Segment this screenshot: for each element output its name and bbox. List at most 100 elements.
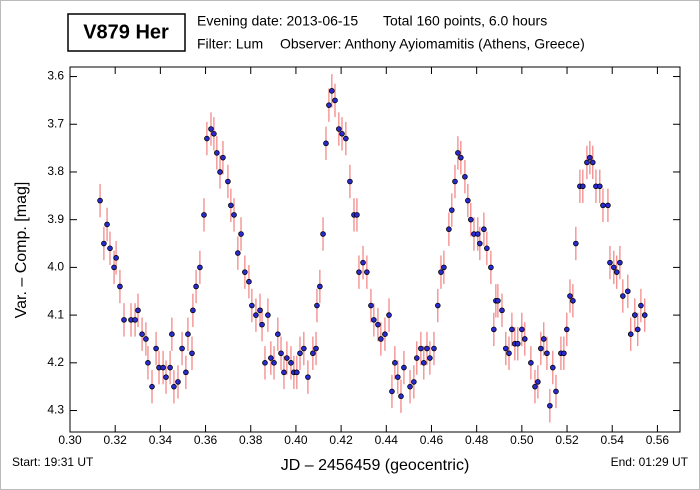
data-point — [301, 345, 307, 352]
data-point — [499, 307, 505, 314]
data-point — [420, 360, 427, 366]
data-point — [268, 355, 274, 361]
x-tick-label: 0.34 — [149, 433, 173, 447]
data-point — [364, 269, 370, 275]
data-point — [284, 355, 290, 361]
x-tick-label: 0.48 — [465, 433, 489, 447]
data-point — [627, 331, 634, 337]
data-point — [343, 135, 349, 142]
x-tick-label: 0.32 — [104, 433, 128, 447]
data-point — [317, 283, 323, 290]
data-point — [446, 226, 452, 233]
data-point — [570, 297, 576, 304]
y-tick-label: 3.8 — [47, 164, 64, 178]
data-point — [519, 326, 525, 333]
data-point — [503, 345, 509, 352]
data-point — [336, 126, 342, 132]
data-point — [275, 331, 281, 337]
data-point — [190, 307, 196, 314]
data-point — [314, 302, 320, 309]
data-point — [171, 383, 177, 390]
data-point — [386, 312, 392, 318]
data-point — [550, 364, 556, 371]
data-point — [382, 331, 388, 337]
data-point — [474, 231, 481, 237]
data-point — [547, 402, 553, 409]
data-point — [431, 345, 437, 352]
y-tick-label: 4.1 — [47, 307, 64, 321]
data-point — [371, 317, 377, 323]
data-point — [139, 331, 145, 337]
data-point — [611, 264, 617, 271]
data-point — [249, 302, 255, 309]
data-point — [257, 307, 263, 314]
data-point — [553, 388, 559, 395]
data-point — [278, 350, 284, 357]
data-point — [204, 135, 210, 142]
data-point — [564, 326, 570, 333]
data-point — [484, 245, 490, 252]
data-point — [375, 321, 381, 328]
data-point — [538, 345, 544, 352]
date: Evening date: 2013-06-15 — [197, 13, 358, 29]
data-point — [467, 216, 474, 223]
observer: Observer: Anthony Ayiomamitis (Athens, G… — [280, 36, 585, 52]
x-axis-label: JD – 2456459 (geocentric) — [281, 457, 470, 474]
data-point — [411, 379, 417, 385]
data-point — [214, 150, 220, 156]
x-tick-label: 0.40 — [284, 433, 308, 447]
data-point — [540, 336, 547, 342]
data-point — [413, 355, 420, 361]
x-tick-label: 0.56 — [646, 433, 670, 447]
data-point — [532, 383, 538, 390]
y-tick-label: 3.6 — [47, 69, 64, 83]
data-point — [395, 374, 401, 380]
data-point — [111, 264, 117, 271]
data-point — [326, 102, 332, 108]
data-point — [613, 269, 620, 275]
data-point — [465, 197, 471, 204]
data-point — [117, 283, 123, 290]
data-point — [641, 312, 648, 318]
data-point — [339, 130, 345, 137]
data-point — [253, 312, 259, 318]
data-point — [228, 202, 234, 209]
data-point — [528, 360, 534, 366]
data-point — [183, 369, 189, 376]
data-point — [452, 178, 458, 185]
data-point — [418, 345, 424, 352]
x-tick-label: 0.42 — [329, 433, 353, 447]
data-point — [265, 312, 271, 318]
data-point — [580, 183, 586, 190]
x-tick-label: 0.46 — [420, 433, 444, 447]
data-point — [163, 374, 169, 380]
data-point — [145, 360, 151, 366]
data-point — [323, 140, 329, 147]
data-point — [104, 221, 110, 228]
data-point — [589, 159, 596, 166]
data-point — [567, 293, 573, 299]
data-point — [617, 259, 623, 266]
filter: Filter: Lum — [197, 36, 263, 52]
data-point — [521, 336, 528, 342]
data-point — [506, 350, 512, 357]
data-point — [544, 350, 550, 357]
y-tick-label: 4.3 — [47, 403, 64, 417]
data-point — [167, 364, 173, 371]
data-point — [392, 360, 398, 366]
data-point — [262, 360, 268, 366]
start-time: Start: 19:31 UT — [12, 455, 94, 469]
star-box — [67, 13, 186, 52]
plot-frame — [69, 66, 681, 433]
data-point — [313, 345, 319, 352]
y-axis-label: Var. – Comp. [mag] — [13, 182, 30, 319]
data-point — [189, 350, 195, 357]
data-point — [211, 130, 217, 137]
data-point — [634, 326, 641, 333]
data-point — [449, 207, 455, 213]
x-tick-label: 0.50 — [510, 433, 534, 447]
data-point — [573, 240, 579, 247]
data-point — [509, 326, 515, 333]
data-point — [231, 212, 237, 218]
data-point — [584, 159, 590, 166]
